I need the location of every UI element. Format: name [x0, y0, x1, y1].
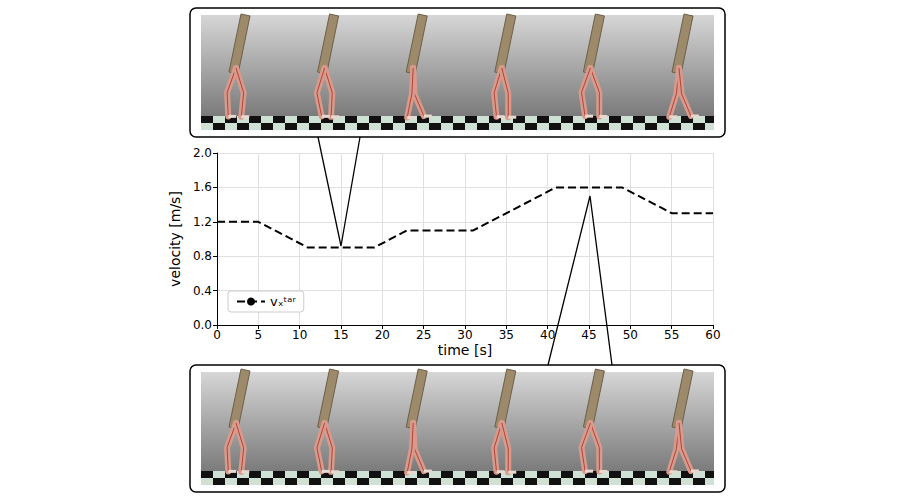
svg-text:vₓᵗᵃʳ: vₓᵗᵃʳ — [270, 294, 296, 309]
svg-text:velocity [m/s]: velocity [m/s] — [167, 191, 183, 287]
svg-text:40: 40 — [540, 328, 555, 342]
svg-text:15: 15 — [333, 328, 348, 342]
svg-text:0.8: 0.8 — [193, 249, 212, 263]
svg-text:25: 25 — [416, 328, 431, 342]
svg-text:1.2: 1.2 — [193, 215, 212, 229]
svg-text:55: 55 — [664, 328, 679, 342]
svg-text:45: 45 — [581, 328, 596, 342]
svg-text:5: 5 — [255, 328, 263, 342]
svg-text:35: 35 — [499, 328, 514, 342]
svg-text:60: 60 — [705, 328, 720, 342]
svg-text:50: 50 — [623, 328, 638, 342]
svg-text:10: 10 — [292, 328, 307, 342]
svg-text:0: 0 — [213, 328, 221, 342]
svg-text:2.0: 2.0 — [193, 146, 212, 160]
svg-text:30: 30 — [457, 328, 472, 342]
svg-text:20: 20 — [375, 328, 390, 342]
svg-text:1.6: 1.6 — [193, 180, 212, 194]
svg-text:0.4: 0.4 — [193, 284, 212, 298]
svg-text:time [s]: time [s] — [438, 342, 492, 358]
svg-text:0.0: 0.0 — [193, 318, 212, 332]
